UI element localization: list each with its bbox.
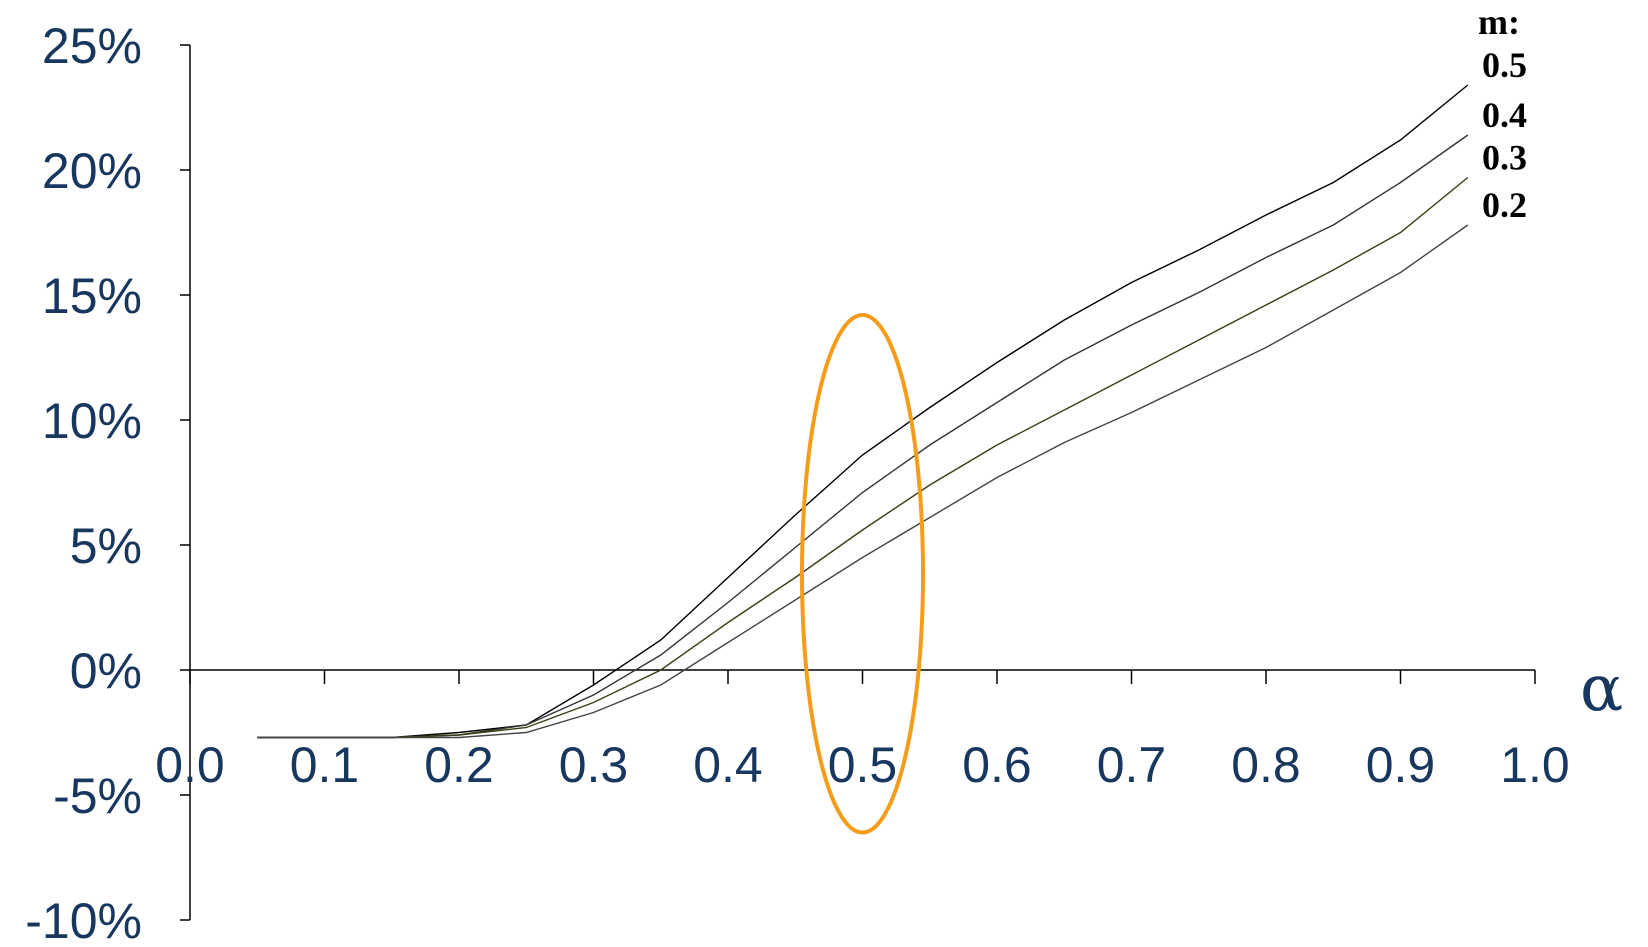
series-line-m-0.3: [257, 176, 1469, 739]
series-line-m-0.4: [257, 134, 1469, 739]
x-tick-label: 0.0: [155, 737, 225, 793]
y-ticks: 25% 20% 15% 10% 5% 0% -5% -10%: [25, 18, 190, 947]
x-tick-label: 0.3: [559, 737, 629, 793]
x-tick-label: 0.1: [290, 737, 360, 793]
y-tick-label: -10%: [25, 893, 142, 947]
x-tick-label: 0.8: [1231, 737, 1301, 793]
x-ticks: 0.0 0.1 0.2 0.3 0.4 0.5 0.6 0.7 0.8 0.9 1.0: [155, 670, 1570, 793]
legend-label-m-0.4: 0.4: [1482, 95, 1527, 135]
x-tick-label: 0.7: [1097, 737, 1167, 793]
x-tick-label: 0.4: [693, 737, 763, 793]
series-lines: [257, 84, 1469, 739]
legend-label-m-0.2: 0.2: [1482, 185, 1527, 225]
legend-label-m-0.5: 0.5: [1482, 45, 1527, 85]
y-tick-label: 15%: [42, 268, 142, 324]
y-tick-label: -5%: [53, 768, 142, 824]
x-tick-label: 0.2: [424, 737, 494, 793]
legend-label-m-0.3: 0.3: [1482, 138, 1527, 178]
x-tick-label: 0.6: [962, 737, 1032, 793]
x-tick-label: 0.9: [1366, 737, 1436, 793]
series-line-m-0.5: [257, 84, 1469, 739]
x-tick-label: 0.5: [828, 737, 898, 793]
y-tick-label: 5%: [70, 518, 142, 574]
y-tick-label: 10%: [42, 393, 142, 449]
legend: m: 0.5 0.40.3 0.2: [1478, 2, 1527, 225]
y-tick-label: 20%: [42, 143, 142, 199]
series-line-m-0.2: [257, 224, 1469, 739]
x-axis-label: α: [1580, 652, 1623, 726]
highlight-ellipse: [799, 313, 926, 835]
legend-title: m:: [1478, 2, 1520, 42]
y-tick-label: 25%: [42, 18, 142, 74]
x-tick-label: 1.0: [1500, 737, 1570, 793]
y-tick-label: 0%: [70, 643, 142, 699]
